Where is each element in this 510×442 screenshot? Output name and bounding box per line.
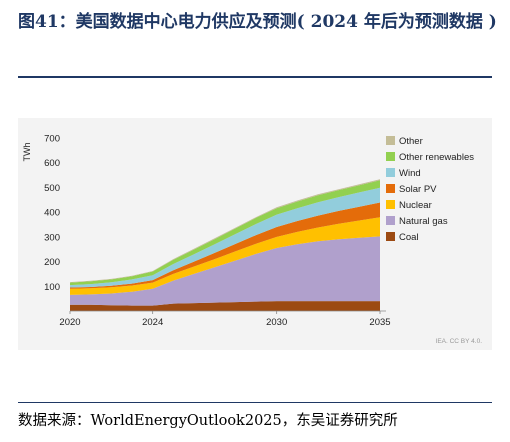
credit-label: IEA. CC BY 4.0. bbox=[436, 338, 483, 345]
legend-swatch-nuclear bbox=[386, 200, 395, 209]
area-natural-gas bbox=[70, 236, 380, 306]
y-tick-label: 300 bbox=[44, 232, 60, 243]
legend-label-nuclear: Nuclear bbox=[399, 200, 432, 211]
area-nuclear bbox=[70, 217, 380, 295]
y-tick-label: 100 bbox=[44, 282, 60, 293]
x-tick-label: 2035 bbox=[369, 317, 390, 328]
series-areas bbox=[70, 179, 380, 311]
chart-panel: 100 200 300 400 500 600 700 2020 2024 2030 2035 Ot… bbox=[18, 118, 492, 350]
legend-label-other: Other bbox=[399, 136, 423, 147]
legend-label-wind: Wind bbox=[399, 168, 421, 179]
area-solar-pv bbox=[70, 202, 380, 289]
area-other-renewables bbox=[70, 180, 380, 286]
chart-axes: 100 200 300 400 500 600 700 2020 2024 2030 2035 bbox=[44, 134, 390, 329]
legend-swatch-other-renewables bbox=[386, 152, 395, 161]
legend-label-solar-pv: Solar PV bbox=[399, 184, 437, 195]
x-tick-label: 2020 bbox=[59, 317, 80, 328]
y-tick-label: 400 bbox=[44, 208, 60, 219]
area-wind bbox=[70, 187, 380, 288]
chart-legend: Other Other renewables Wind Solar PV Nuclear… bbox=[386, 136, 474, 243]
legend-swatch-natural-gas bbox=[386, 216, 395, 225]
x-tick-label: 2030 bbox=[266, 317, 287, 328]
legend-swatch-coal bbox=[386, 232, 395, 241]
y-axis-label: TWh bbox=[22, 143, 32, 162]
y-tick-label: 600 bbox=[44, 158, 60, 169]
source-note: 数据来源：WorldEnergyOutlook2025，东吴证券研究所 bbox=[18, 413, 398, 429]
source-divider bbox=[18, 402, 492, 403]
y-tick-label: 500 bbox=[44, 183, 60, 194]
legend-swatch-solar-pv bbox=[386, 184, 395, 193]
title-divider bbox=[18, 76, 492, 78]
legend-swatch-other bbox=[386, 136, 395, 145]
y-tick-label: 700 bbox=[44, 134, 60, 145]
legend-label-other-renewables: Other renewables bbox=[399, 152, 474, 163]
legend-label-coal: Coal bbox=[399, 232, 419, 243]
y-tick-label: 200 bbox=[44, 257, 60, 268]
legend-swatch-wind bbox=[386, 168, 395, 177]
legend-label-natural-gas: Natural gas bbox=[399, 216, 448, 227]
x-tick-label: 2024 bbox=[142, 317, 163, 328]
stacked-area-chart: 100 200 300 400 500 600 700 2020 2024 2030 2035 Ot… bbox=[22, 134, 483, 346]
figure-title: 图41：美国数据中心电力供应及预测( 2024 年后为预测数据 ) bbox=[18, 12, 497, 32]
area-coal bbox=[70, 301, 380, 311]
